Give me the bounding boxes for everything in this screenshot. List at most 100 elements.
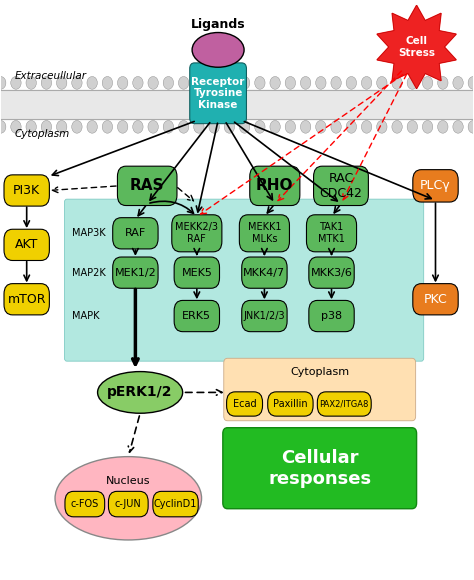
FancyBboxPatch shape bbox=[113, 218, 158, 249]
Ellipse shape bbox=[192, 32, 244, 67]
Circle shape bbox=[163, 121, 173, 133]
Circle shape bbox=[239, 77, 250, 89]
FancyBboxPatch shape bbox=[318, 392, 371, 416]
FancyBboxPatch shape bbox=[309, 257, 354, 288]
Circle shape bbox=[468, 121, 474, 133]
Circle shape bbox=[407, 77, 418, 89]
Text: RHO: RHO bbox=[256, 179, 293, 193]
Circle shape bbox=[0, 121, 6, 133]
FancyBboxPatch shape bbox=[174, 300, 219, 332]
FancyBboxPatch shape bbox=[242, 300, 287, 332]
Circle shape bbox=[361, 121, 372, 133]
Circle shape bbox=[118, 77, 128, 89]
Circle shape bbox=[56, 121, 67, 133]
Circle shape bbox=[453, 77, 463, 89]
Circle shape bbox=[239, 121, 250, 133]
Text: Paxillin: Paxillin bbox=[273, 399, 308, 409]
Text: Cell
Stress: Cell Stress bbox=[398, 36, 435, 58]
Circle shape bbox=[56, 77, 67, 89]
Circle shape bbox=[224, 77, 235, 89]
Text: AKT: AKT bbox=[15, 238, 38, 251]
Circle shape bbox=[224, 121, 235, 133]
Circle shape bbox=[102, 77, 113, 89]
Circle shape bbox=[194, 121, 204, 133]
Circle shape bbox=[453, 121, 463, 133]
Text: ERK5: ERK5 bbox=[182, 311, 211, 321]
FancyBboxPatch shape bbox=[190, 63, 246, 124]
Text: pERK1/2: pERK1/2 bbox=[108, 386, 173, 400]
Polygon shape bbox=[377, 5, 456, 89]
Circle shape bbox=[270, 77, 280, 89]
Text: MEKK1
MLKs: MEKK1 MLKs bbox=[247, 223, 281, 244]
Circle shape bbox=[392, 121, 402, 133]
FancyBboxPatch shape bbox=[65, 491, 105, 517]
FancyBboxPatch shape bbox=[413, 169, 458, 202]
Text: Extraceullular: Extraceullular bbox=[15, 71, 87, 81]
FancyBboxPatch shape bbox=[413, 284, 458, 315]
Circle shape bbox=[0, 77, 6, 89]
Text: RAC
CDC42: RAC CDC42 bbox=[319, 172, 363, 200]
Circle shape bbox=[178, 121, 189, 133]
Text: MEK5: MEK5 bbox=[182, 267, 212, 278]
FancyBboxPatch shape bbox=[309, 300, 354, 332]
Circle shape bbox=[194, 77, 204, 89]
Circle shape bbox=[316, 77, 326, 89]
Circle shape bbox=[377, 77, 387, 89]
Circle shape bbox=[361, 77, 372, 89]
Circle shape bbox=[209, 77, 219, 89]
FancyBboxPatch shape bbox=[4, 284, 49, 315]
Circle shape bbox=[270, 121, 280, 133]
Circle shape bbox=[346, 77, 356, 89]
Text: Receptor
Tyrosine
Kinase: Receptor Tyrosine Kinase bbox=[191, 77, 245, 110]
Text: JNK1/2/3: JNK1/2/3 bbox=[244, 311, 285, 321]
Circle shape bbox=[148, 77, 158, 89]
FancyBboxPatch shape bbox=[268, 392, 313, 416]
FancyBboxPatch shape bbox=[153, 491, 198, 517]
FancyBboxPatch shape bbox=[242, 257, 287, 288]
Circle shape bbox=[72, 77, 82, 89]
Circle shape bbox=[422, 77, 433, 89]
FancyBboxPatch shape bbox=[223, 427, 417, 509]
Circle shape bbox=[301, 77, 311, 89]
FancyBboxPatch shape bbox=[109, 491, 148, 517]
Text: RAF: RAF bbox=[125, 229, 146, 238]
Circle shape bbox=[285, 77, 296, 89]
Circle shape bbox=[26, 121, 36, 133]
FancyBboxPatch shape bbox=[4, 175, 49, 206]
Text: PKC: PKC bbox=[424, 293, 447, 306]
Circle shape bbox=[148, 121, 158, 133]
FancyBboxPatch shape bbox=[113, 257, 158, 288]
FancyBboxPatch shape bbox=[224, 358, 416, 420]
Text: MKK3/6: MKK3/6 bbox=[310, 267, 353, 278]
FancyBboxPatch shape bbox=[174, 257, 219, 288]
Text: TAK1
MTK1: TAK1 MTK1 bbox=[318, 223, 345, 244]
Text: PLCγ: PLCγ bbox=[420, 179, 451, 193]
FancyBboxPatch shape bbox=[250, 166, 300, 205]
Circle shape bbox=[468, 77, 474, 89]
Circle shape bbox=[255, 77, 265, 89]
FancyBboxPatch shape bbox=[314, 166, 368, 205]
Circle shape bbox=[87, 77, 97, 89]
Bar bbox=[0, 90, 474, 119]
FancyBboxPatch shape bbox=[239, 215, 290, 252]
Ellipse shape bbox=[98, 372, 182, 413]
FancyBboxPatch shape bbox=[172, 215, 222, 252]
Ellipse shape bbox=[55, 456, 201, 540]
Circle shape bbox=[41, 121, 52, 133]
Text: MAP3K: MAP3K bbox=[72, 229, 105, 238]
Text: MEKK2/3
RAF: MEKK2/3 RAF bbox=[175, 223, 219, 244]
Circle shape bbox=[87, 121, 97, 133]
Text: MAPK: MAPK bbox=[72, 311, 99, 321]
Circle shape bbox=[255, 121, 265, 133]
Circle shape bbox=[133, 121, 143, 133]
Circle shape bbox=[72, 121, 82, 133]
FancyBboxPatch shape bbox=[118, 166, 177, 205]
Circle shape bbox=[11, 77, 21, 89]
Circle shape bbox=[118, 121, 128, 133]
Text: PAX2/ITGA8: PAX2/ITGA8 bbox=[319, 400, 369, 408]
Circle shape bbox=[407, 121, 418, 133]
Circle shape bbox=[377, 121, 387, 133]
Circle shape bbox=[331, 121, 341, 133]
Circle shape bbox=[422, 121, 433, 133]
Text: RAS: RAS bbox=[130, 179, 164, 193]
